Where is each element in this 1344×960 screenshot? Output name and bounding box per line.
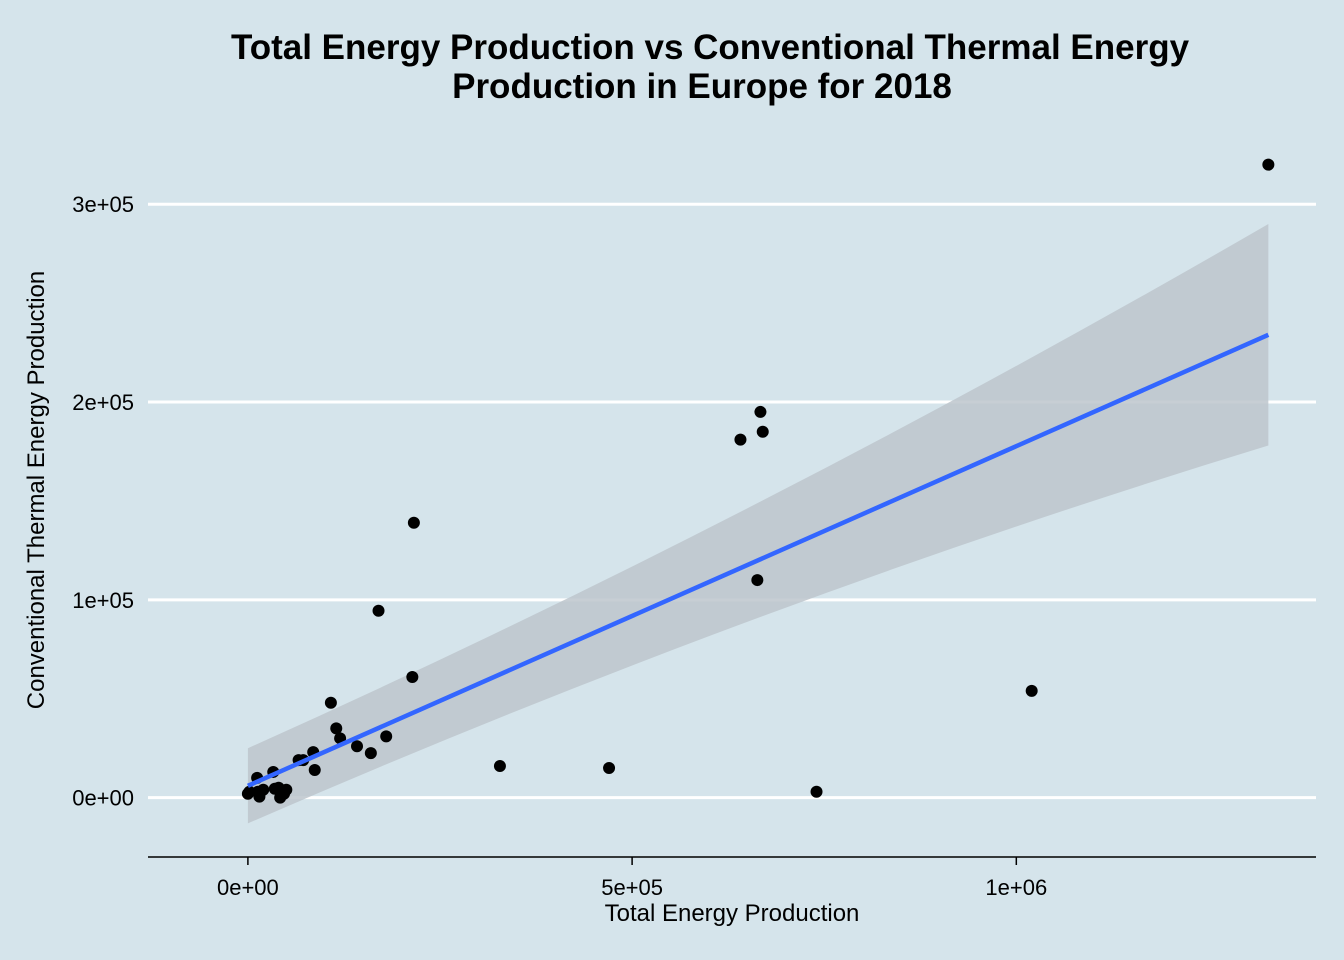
x-tick-label-1: 5e+05 (601, 875, 663, 900)
data-point-19 (351, 740, 364, 753)
data-point-24 (407, 516, 420, 529)
data-point-1 (243, 785, 256, 798)
data-point-27 (734, 433, 747, 446)
data-point-15 (308, 763, 321, 776)
chart-title-line-2: Production in Europe for 2018 (452, 67, 952, 106)
data-point-17 (330, 722, 343, 735)
y-tick-label-1: 1e+05 (72, 588, 134, 613)
y-tick-label-3: 3e+05 (72, 192, 134, 217)
trend-line-layer (246, 332, 1270, 788)
axis-layer: 0e+00 1e+05 2e+05 3e+05 0e+00 5e+05 1e+06 (72, 192, 1316, 900)
x-tick-label-0: 0e+00 (217, 875, 279, 900)
data-point-20 (364, 747, 377, 760)
data-point-30 (756, 425, 769, 438)
data-point-25 (493, 760, 506, 773)
data-point-16 (324, 696, 337, 709)
data-point-28 (751, 574, 764, 587)
data-point-11 (280, 783, 293, 796)
data-point-32 (1025, 684, 1038, 697)
x-tick-label-2: 1e+06 (985, 875, 1047, 900)
trend-line (246, 332, 1270, 788)
x-axis-title: Total Energy Production (605, 900, 860, 927)
y-tick-label-2: 2e+05 (72, 390, 134, 415)
data-point-26 (603, 761, 616, 774)
data-point-33 (1262, 158, 1275, 171)
chart-title-line-1: Total Energy Production vs Conventional … (231, 28, 1190, 67)
data-point-21 (372, 604, 385, 617)
data-point-22 (380, 730, 393, 743)
y-tick-label-0: 0e+00 (72, 786, 134, 811)
data-point-23 (406, 670, 419, 683)
data-point-5 (257, 783, 270, 796)
y-axis-title: Conventional Thermal Energy Production (23, 271, 50, 709)
data-point-29 (754, 405, 767, 418)
data-point-31 (810, 785, 823, 798)
